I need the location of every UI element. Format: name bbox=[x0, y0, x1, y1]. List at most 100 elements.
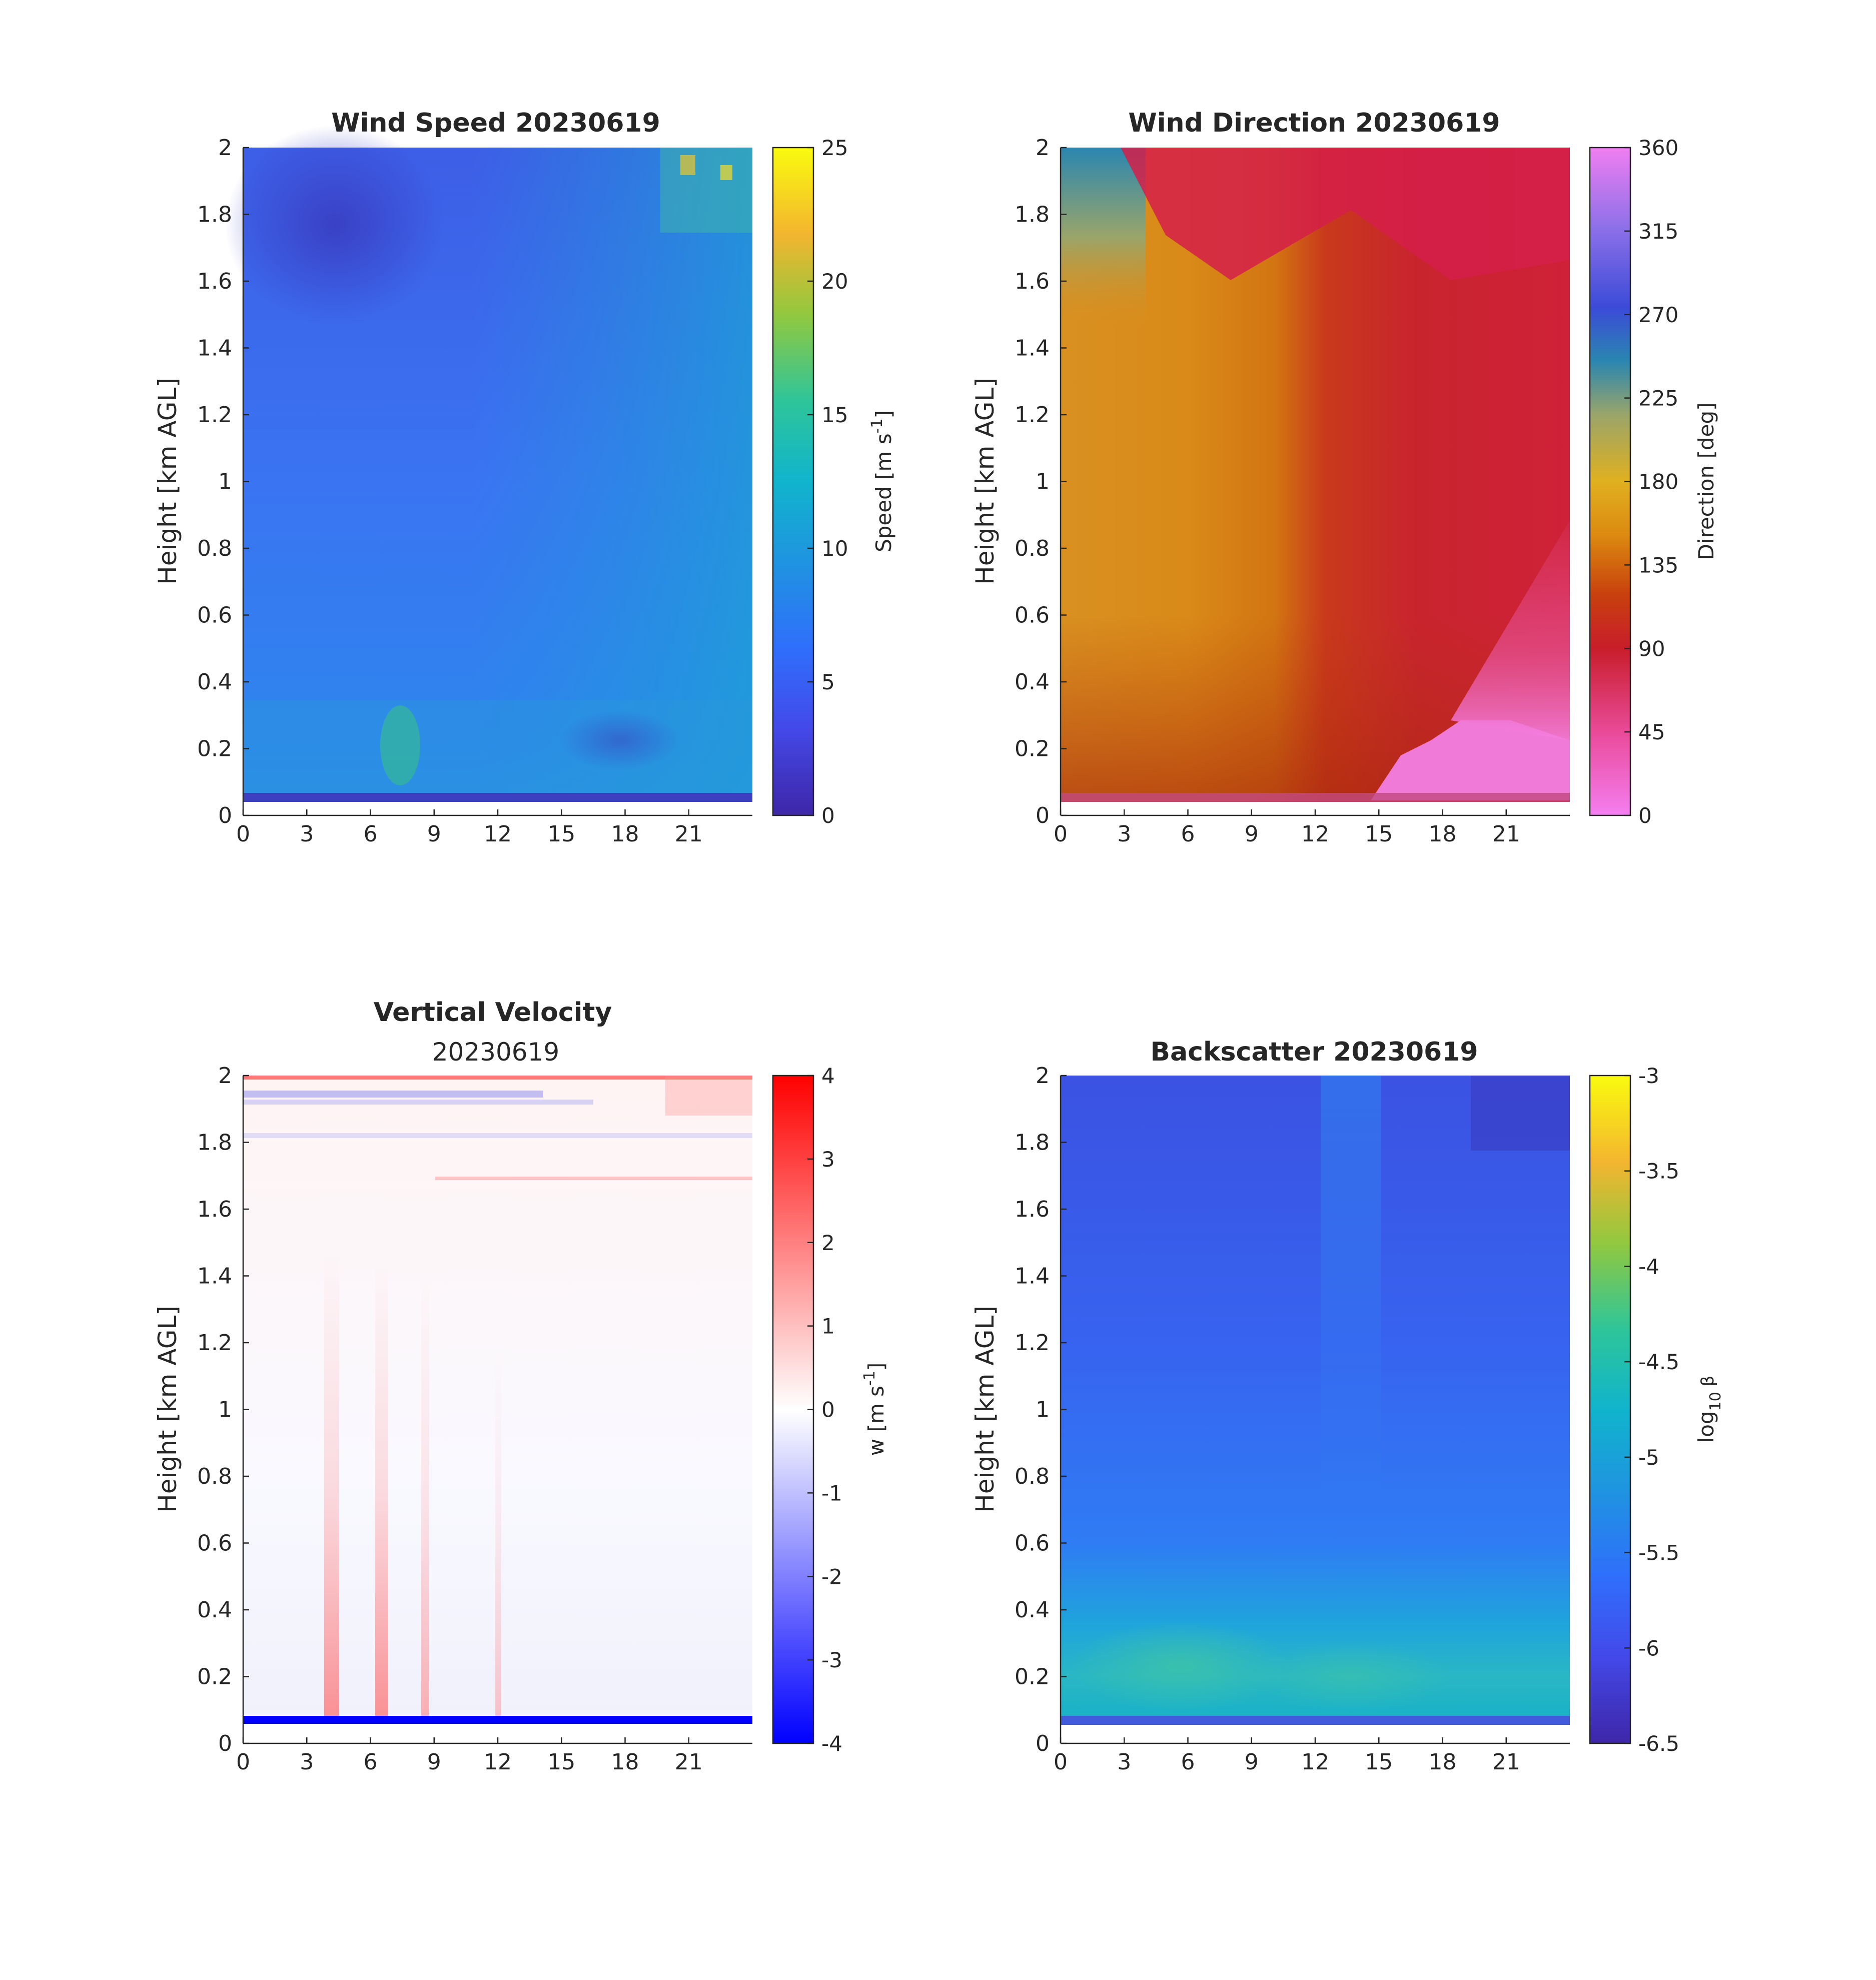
y-axis-label: Height [km AGL] bbox=[153, 378, 182, 585]
x-tick-label: 21 bbox=[675, 1749, 703, 1775]
heatmap-column bbox=[1321, 1076, 1381, 1526]
heatmap-ground bbox=[1061, 1716, 1570, 1725]
colorbar-tick-label: 20 bbox=[821, 269, 848, 294]
wind-speed-heatmap bbox=[225, 125, 752, 815]
colorbar-tick-label: 2 bbox=[821, 1231, 835, 1255]
y-tick-label: 0.8 bbox=[197, 1464, 232, 1489]
x-tick-label: 15 bbox=[1365, 821, 1393, 847]
y-tick-label: 1.6 bbox=[1015, 269, 1050, 294]
heatmap-upper-noise bbox=[1471, 1076, 1570, 1151]
y-tick-label: 0.4 bbox=[197, 1597, 232, 1623]
heatmap-pink-zone bbox=[1371, 720, 1570, 800]
colorbar-tick-label: 3 bbox=[821, 1147, 835, 1172]
vertical-velocity-subtitle: 20230619 bbox=[432, 1038, 560, 1067]
y-tick-label: 1 bbox=[218, 469, 232, 495]
y-tick-label: 1 bbox=[1036, 469, 1050, 495]
colorbar-label: w [m s-1] bbox=[861, 1363, 888, 1456]
x-tick-label: 9 bbox=[427, 821, 441, 847]
y-tick-label: 1.2 bbox=[1015, 402, 1050, 428]
y-tick-label: 0.6 bbox=[1015, 603, 1050, 628]
x-tick-label: 21 bbox=[1492, 1749, 1520, 1775]
backscatter-heatmap bbox=[1061, 1076, 1570, 1743]
vertical-velocity-panel: Vertical Velocity 20230619 0 3 6 9 12 15 18 21 … bbox=[153, 998, 888, 1775]
colorbar-tick-label: 15 bbox=[821, 403, 848, 427]
colorbar-label: Speed [m s-1] bbox=[868, 410, 896, 552]
heatmap-plume bbox=[324, 1251, 339, 1716]
vertical-velocity-axes: 0 3 6 9 12 15 18 21 0 0.2 0.4 0.6 0.8 1 1.2 1.4 1.6 1.8 2… bbox=[153, 1063, 752, 1775]
x-tick-label: 9 bbox=[1245, 1749, 1259, 1775]
x-tick-labels: 0 3 6 9 12 15 18 21 bbox=[236, 1737, 703, 1775]
x-tick-label: 6 bbox=[364, 821, 378, 847]
heatmap-upper-noise bbox=[720, 165, 732, 180]
wind-direction-title: Wind Direction 20230619 bbox=[1128, 108, 1500, 138]
x-tick-label: 0 bbox=[1054, 1749, 1068, 1775]
y-tick-label: 1.2 bbox=[197, 1330, 232, 1356]
heatmap-slow-core bbox=[225, 125, 445, 325]
colorbar-tick-label: -3 bbox=[821, 1648, 842, 1672]
wind-speed-panel: Wind Speed 20230619 0 3 6 9 12 15 18 21 00.20.4… bbox=[153, 108, 896, 847]
heatmap-streak bbox=[243, 1076, 752, 1080]
x-tick-label: 9 bbox=[427, 1749, 441, 1775]
x-tick-label: 21 bbox=[675, 821, 703, 847]
wind-speed-colorbar: 0 5 10 15 20 25 Speed [m s-1] bbox=[772, 136, 896, 828]
y-tick-label: 1 bbox=[1036, 1397, 1050, 1423]
y-axis-label: Height [km AGL] bbox=[971, 1306, 1000, 1513]
heatmap-streak bbox=[243, 1091, 543, 1098]
wind-direction-axes: 0 3 6 9 12 15 18 21 0 0.2 0.4 0.6 0.8 1 1.2 1.4 1.6 1.8 2… bbox=[971, 135, 1570, 847]
heatmap-slow-core bbox=[560, 710, 680, 770]
y-tick-label: 0.6 bbox=[197, 1531, 232, 1556]
y-tick-label: 1.4 bbox=[1015, 1264, 1050, 1289]
x-tick-labels: 0 3 6 9 12 15 18 21 bbox=[1054, 1737, 1520, 1775]
x-tick-label: 18 bbox=[1429, 1749, 1457, 1775]
colorbar-tick-label: -6.5 bbox=[1638, 1731, 1679, 1756]
colorbar-tick-label: -1 bbox=[821, 1481, 842, 1505]
y-tick-label: 0 bbox=[218, 803, 232, 828]
backscatter-colorbar: -6.5 -6 -5.5 -5 -4.5 -4 -3.5 -3 log10 β bbox=[1589, 1064, 1724, 1756]
backscatter-title: Backscatter 20230619 bbox=[1150, 1037, 1478, 1067]
y-tick-label: 0.2 bbox=[1015, 1664, 1050, 1690]
colorbar-tick-labels: 0 45 90 135 180 225 270 315 360 bbox=[1624, 136, 1678, 828]
heatmap-ground bbox=[243, 1716, 752, 1724]
y-tick-label: 0.2 bbox=[1015, 736, 1050, 762]
x-tick-label: 15 bbox=[547, 821, 575, 847]
heatmap-ground bbox=[243, 793, 752, 802]
y-tick-label: 1.4 bbox=[1015, 336, 1050, 361]
x-tick-label: 6 bbox=[1181, 1749, 1195, 1775]
colorbar-tick-label: 0 bbox=[821, 1398, 835, 1422]
heatmap-upper-left bbox=[1061, 148, 1146, 328]
y-tick-label: 1.8 bbox=[197, 202, 232, 228]
colorbar-tick-label: -4 bbox=[1638, 1254, 1659, 1279]
heatmap-plume bbox=[421, 1281, 429, 1716]
x-tick-label: 3 bbox=[1117, 821, 1131, 847]
heatmap-streak bbox=[435, 1177, 752, 1180]
colorbar-gradient bbox=[773, 1076, 813, 1743]
y-tick-label: 1.2 bbox=[1015, 1330, 1050, 1356]
colorbar-tick-labels: -6.5 -6 -5.5 -5 -4.5 -4 -3.5 -3 bbox=[1624, 1064, 1679, 1756]
x-tick-label: 6 bbox=[364, 1749, 378, 1775]
y-tick-label: 0.6 bbox=[197, 603, 232, 628]
y-axis-label: Height [km AGL] bbox=[153, 1306, 182, 1513]
y-tick-label: 0.4 bbox=[1015, 669, 1050, 695]
x-tick-label: 18 bbox=[611, 1749, 639, 1775]
y-tick-label: 0.4 bbox=[197, 669, 232, 695]
heatmap-ground bbox=[1061, 793, 1570, 802]
colorbar-label: Direction [deg] bbox=[1694, 402, 1718, 560]
colorbar-tick-label: 90 bbox=[1638, 636, 1665, 661]
x-tick-label: 15 bbox=[547, 1749, 575, 1775]
y-tick-labels: 0 0.2 0.4 0.6 0.8 1 1.2 1.4 1.6 1.8 2 bbox=[197, 135, 249, 828]
x-tick-label: 12 bbox=[1301, 1749, 1329, 1775]
y-tick-label: 1.8 bbox=[1015, 1130, 1050, 1156]
heatmap-aerosol-layer bbox=[1251, 1641, 1451, 1711]
heatmap-upper-band bbox=[1121, 148, 1570, 280]
colorbar-tick-label: 45 bbox=[1638, 720, 1665, 744]
x-tick-label: 18 bbox=[1429, 821, 1457, 847]
y-tick-label: 0.8 bbox=[1015, 536, 1050, 561]
y-tick-label: 1.6 bbox=[197, 1197, 232, 1222]
vertical-velocity-heatmap bbox=[243, 1076, 752, 1743]
heatmap-pink-zone bbox=[1451, 520, 1570, 740]
y-tick-label: 0 bbox=[1036, 803, 1050, 828]
colorbar-tick-label: 1 bbox=[821, 1314, 835, 1339]
y-tick-label: 1.8 bbox=[1015, 202, 1050, 228]
y-tick-label: 0 bbox=[218, 1731, 232, 1756]
